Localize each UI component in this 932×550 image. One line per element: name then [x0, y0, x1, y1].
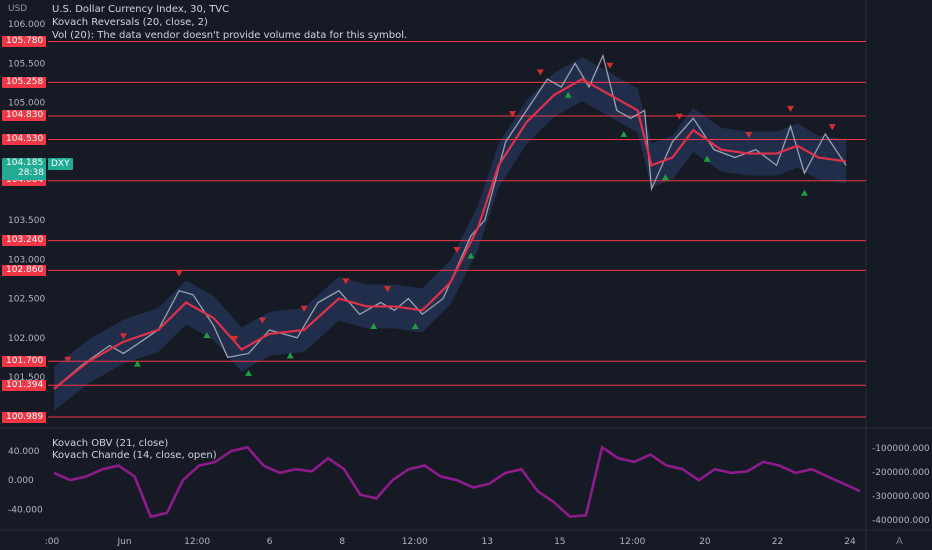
reversal-down-arrow — [536, 69, 544, 76]
bar-countdown: 28:38 — [18, 168, 44, 178]
reversal-down-arrow — [258, 317, 266, 324]
oscillator-y-tick: 40.000 — [8, 447, 40, 457]
reversal-up-arrow — [245, 370, 253, 377]
level-price-tag: 102.860 — [2, 264, 46, 276]
y-tick-label: 101.500 — [8, 373, 45, 383]
level-price-tag: 103.240 — [2, 235, 46, 247]
indicator-kovach-obv[interactable]: Kovach OBV (21, close) — [52, 438, 169, 449]
reversal-down-arrow — [231, 335, 239, 342]
obv-y-tick: -200000.000 — [872, 468, 930, 478]
indicator-kovach-chande[interactable]: Kovach Chande (14, close, open) — [52, 450, 217, 461]
symbol-badge: DXY — [48, 158, 73, 170]
oscillator-y-tick: 0.000 — [8, 476, 34, 486]
reversal-up-arrow — [661, 174, 669, 181]
level-price-tag: 104.530 — [2, 133, 46, 145]
chart-title[interactable]: U.S. Dollar Currency Index, 30, TVC — [52, 4, 230, 15]
y-tick-label: 102.000 — [8, 334, 45, 344]
level-price-tag: 105.780 — [2, 35, 46, 47]
obv-y-tick: -300000.000 — [872, 492, 930, 502]
reversal-down-arrow — [384, 286, 392, 293]
reversal-up-arrow — [411, 323, 419, 330]
price-series — [53, 53, 847, 390]
x-tick-label: 13 — [482, 537, 493, 547]
currency-label: USD — [8, 4, 28, 14]
reversal-up-arrow — [620, 130, 628, 137]
reversal-down-arrow — [787, 105, 795, 112]
reversal-up-arrow — [800, 189, 808, 196]
level-price-tag: 104.004 — [2, 175, 46, 187]
y-tick-label: 106.000 — [8, 20, 45, 30]
x-tick-label: 15 — [554, 537, 565, 547]
x-tick-label: 22 — [772, 537, 783, 547]
current-price-tag: 104.185 28:38 — [2, 158, 46, 180]
volatility-band — [54, 57, 847, 411]
level-price-tag: 100.989 — [2, 411, 46, 423]
reversal-down-arrow — [675, 113, 683, 120]
level-price-tag: 104.830 — [2, 110, 46, 122]
x-tick-label: 12:00 — [619, 537, 645, 547]
reversal-down-arrow — [64, 356, 72, 363]
oscillator-line — [53, 445, 861, 519]
reversal-down-arrow — [119, 333, 127, 340]
reversal-up-arrow — [203, 332, 211, 339]
x-tick-label: 12:00 — [184, 537, 210, 547]
x-tick-label: :00 — [45, 537, 60, 547]
reversal-up-arrow — [564, 91, 572, 98]
moving-average-line — [53, 77, 847, 390]
auto-scale-button[interactable]: A — [896, 536, 903, 547]
current-price: 104.185 — [6, 158, 44, 168]
reversal-down-arrow — [828, 124, 836, 131]
y-tick-label: 102.500 — [8, 295, 45, 305]
x-tick-label: Jun — [117, 537, 132, 547]
level-price-tag: 101.394 — [2, 379, 46, 391]
level-price-tag: 105.258 — [2, 76, 46, 88]
reversal-down-arrow — [342, 278, 350, 285]
reversal-up-arrow — [286, 352, 294, 359]
obv-y-tick: -400000.000 — [872, 516, 930, 526]
reversal-down-arrow — [453, 246, 461, 253]
reversal-down-arrow — [745, 132, 753, 139]
obv-y-tick: -100000.000 — [872, 444, 930, 454]
reversal-down-arrow — [175, 270, 183, 277]
oscillator-y-tick: -40.000 — [8, 505, 43, 515]
y-tick-label: 103.500 — [8, 216, 45, 226]
reversal-up-arrow — [467, 252, 475, 259]
indicator-volume[interactable]: Vol (20): The data vendor doesn't provid… — [52, 30, 408, 41]
reversal-down-arrow — [509, 111, 517, 118]
x-tick-label: 12:00 — [402, 537, 428, 547]
x-tick-label: 6 — [267, 537, 273, 547]
y-tick-label: 103.000 — [8, 255, 45, 265]
indicator-kovach-reversals[interactable]: Kovach Reversals (20, close, 2) — [52, 17, 208, 28]
y-tick-label: 105.000 — [8, 99, 45, 109]
reversal-up-arrow — [370, 323, 378, 330]
x-tick-label: 8 — [339, 537, 345, 547]
reversal-down-arrow — [300, 305, 308, 312]
reversal-up-arrow — [703, 155, 711, 162]
x-tick-label: 24 — [844, 537, 856, 547]
reversal-up-arrow — [133, 360, 141, 367]
y-tick-label: 105.500 — [8, 59, 45, 69]
reversal-down-arrow — [606, 62, 614, 69]
level-price-tag: 101.700 — [2, 355, 46, 367]
x-tick-label: 20 — [699, 537, 711, 547]
